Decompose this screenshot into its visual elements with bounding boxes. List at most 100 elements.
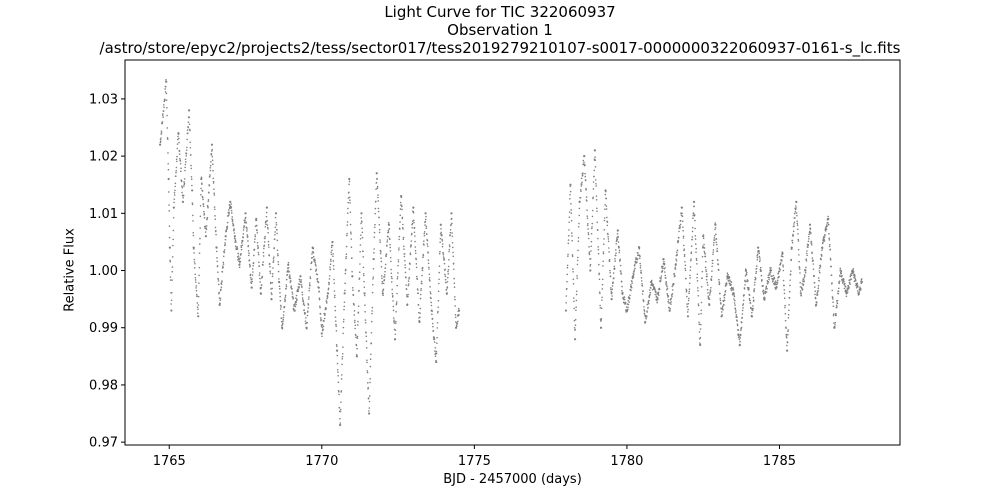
data-point-dense <box>605 197 608 200</box>
data-point-dense <box>452 255 455 258</box>
data-point-dense <box>308 287 311 289</box>
data-point-dense <box>704 255 707 258</box>
data-point-dense <box>426 239 429 242</box>
data-point-dense <box>360 234 362 236</box>
data-point-dense <box>301 291 303 294</box>
data-point-dense <box>455 325 458 327</box>
data-point-dense <box>598 272 601 275</box>
data-point-dense <box>343 305 346 308</box>
data-point-dense <box>285 285 288 288</box>
data-point-dense <box>417 289 419 291</box>
data-point-dense <box>330 246 333 249</box>
data-point-dense <box>689 266 692 268</box>
data-point-dense <box>770 269 773 272</box>
data-point-dense <box>431 313 433 316</box>
data-point-dense <box>384 263 387 266</box>
data-point-dense <box>565 287 568 290</box>
data-point-dense <box>195 287 197 289</box>
data-point-dense <box>446 286 449 288</box>
data-point-dense <box>601 296 603 299</box>
data-point-dense <box>689 277 691 279</box>
data-point-dense <box>369 358 372 361</box>
data-point-dense <box>179 170 182 173</box>
data-point-dense <box>168 191 170 193</box>
data-point-dense <box>442 252 444 254</box>
data-point-dense <box>603 219 606 222</box>
data-point-dense <box>713 241 715 244</box>
data-point-dense <box>695 257 698 260</box>
data-point-dense <box>810 242 813 244</box>
data-point-dense <box>664 267 666 269</box>
data-point-dense <box>765 285 768 288</box>
data-point-dense <box>717 269 720 272</box>
data-point-dense <box>568 211 571 213</box>
data-point-dense <box>353 310 356 312</box>
data-point-dense <box>371 312 373 315</box>
data-point-dense <box>392 295 394 297</box>
data-point-dense <box>597 246 599 248</box>
data-point-dense <box>286 270 289 273</box>
data-point-dense <box>354 324 357 327</box>
data-point-dense <box>683 253 686 256</box>
data-point-dense <box>294 302 297 304</box>
data-point-dense <box>321 324 324 326</box>
data-point <box>781 252 784 255</box>
data-point-dense <box>792 230 795 233</box>
data-point-dense <box>676 251 678 253</box>
data-point-dense <box>718 283 721 286</box>
data-point-dense <box>230 206 233 208</box>
data-point-dense <box>779 263 782 266</box>
data-point-dense <box>399 221 401 223</box>
data-point-dense <box>356 335 359 338</box>
data-point-dense <box>374 223 376 226</box>
data-point-dense <box>775 285 778 288</box>
data-point-dense <box>262 264 264 266</box>
data-point-dense <box>430 301 433 304</box>
data-point-dense <box>565 295 568 297</box>
data-point-dense <box>822 241 824 244</box>
data-point-dense <box>216 260 218 263</box>
data-point-dense <box>759 268 762 271</box>
data-point-dense <box>649 291 652 294</box>
data-point-dense <box>453 286 456 288</box>
data-point-dense <box>309 277 312 280</box>
data-point <box>738 343 741 346</box>
data-point-dense <box>319 317 322 319</box>
data-point-dense <box>375 188 377 190</box>
data-point-dense <box>711 270 713 272</box>
data-point-dense <box>350 233 352 235</box>
data-point <box>375 172 378 175</box>
data-point <box>200 177 203 181</box>
data-point-dense <box>592 188 595 190</box>
data-point-dense <box>406 303 409 306</box>
data-point-dense <box>823 238 825 241</box>
data-point-dense <box>228 211 230 214</box>
data-point-dense <box>639 255 641 258</box>
data-point-dense <box>201 190 204 192</box>
data-point-dense <box>819 264 822 267</box>
data-point-dense <box>807 246 809 248</box>
data-point-dense <box>595 198 598 201</box>
data-point-dense <box>176 147 179 150</box>
data-point-dense <box>694 238 697 240</box>
data-point-dense <box>194 262 196 265</box>
data-point-dense <box>413 221 415 224</box>
data-point-dense <box>614 258 616 260</box>
data-point-dense <box>239 260 242 263</box>
data-point-dense <box>615 242 618 245</box>
data-point-dense <box>231 220 234 223</box>
data-point-dense <box>205 235 207 237</box>
data-point-dense <box>848 286 850 289</box>
data-point-dense <box>294 305 297 308</box>
data-point-dense <box>237 252 240 255</box>
data-point-dense <box>803 276 806 279</box>
data-point-dense <box>454 298 456 301</box>
data-point-dense <box>213 208 216 211</box>
data-point-dense <box>227 214 230 217</box>
data-point-dense <box>254 234 256 236</box>
data-point-dense <box>206 218 208 221</box>
data-point-dense <box>167 168 170 171</box>
data-point-dense <box>438 265 441 267</box>
data-point-dense <box>340 378 343 380</box>
data-point-dense <box>194 279 197 281</box>
